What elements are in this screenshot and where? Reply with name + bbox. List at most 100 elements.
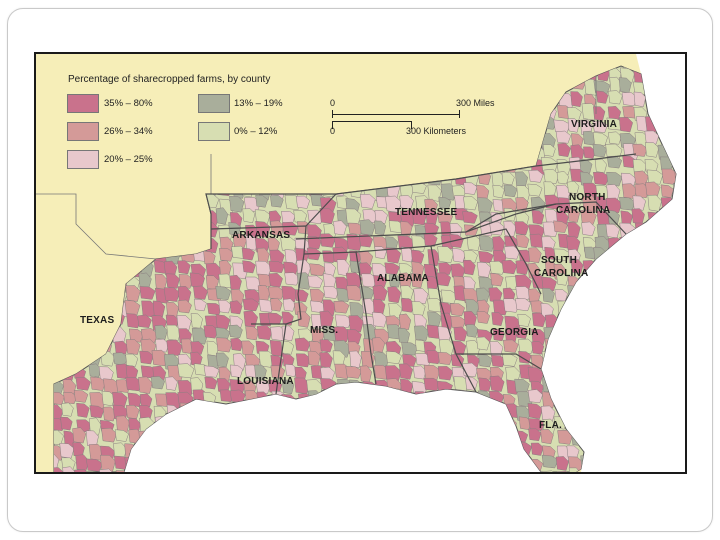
county-cell	[581, 221, 596, 236]
county-cell	[309, 288, 325, 304]
label-texas: TEXAS	[80, 315, 115, 326]
county-cell	[423, 364, 441, 381]
county-cell	[124, 300, 141, 316]
county-cell	[255, 195, 268, 208]
county-cell	[438, 338, 455, 356]
county-cell	[218, 300, 232, 314]
county-cell	[229, 364, 243, 378]
county-cell	[427, 311, 442, 327]
legend-title: Percentage of sharecropped farms, by cou…	[68, 74, 271, 85]
county-cell	[451, 185, 467, 199]
county-cell	[528, 418, 546, 431]
county-cell	[400, 221, 413, 237]
county-cell	[241, 247, 255, 261]
county-cell	[307, 236, 322, 250]
county-cell	[463, 259, 476, 276]
county-cell	[515, 171, 528, 188]
county-cell	[241, 340, 255, 356]
county-cell	[633, 170, 649, 186]
county-cell	[281, 379, 295, 395]
county-cell	[245, 325, 260, 341]
county-cell	[478, 354, 493, 368]
county-cell	[215, 286, 232, 301]
county-cell	[453, 326, 468, 342]
county-cell	[516, 234, 530, 249]
county-cell	[281, 210, 296, 224]
legend-label-35-80: 35% – 80%	[104, 98, 153, 109]
county-cell	[374, 210, 388, 224]
county-cell	[605, 223, 620, 239]
county-cell	[270, 365, 286, 379]
county-cell	[567, 207, 580, 223]
county-cell	[579, 171, 594, 187]
county-cell	[73, 390, 89, 403]
county-cell	[411, 301, 426, 317]
county-cell	[397, 328, 410, 344]
county-cell	[372, 285, 388, 301]
county-cell	[528, 247, 542, 264]
county-cell	[319, 351, 333, 369]
county-cell	[618, 77, 632, 94]
county-cell	[139, 393, 153, 408]
county-cell	[466, 340, 481, 358]
county-cell	[566, 235, 581, 252]
county-cell	[255, 220, 271, 238]
county-cell	[556, 171, 570, 185]
county-cell	[218, 248, 234, 262]
county-cell	[190, 313, 203, 329]
county-cell	[101, 427, 117, 443]
label-south-carolina-2: CAROLINA	[534, 268, 589, 279]
label-louisiana: LOUISIANA	[237, 376, 294, 387]
county-cell	[437, 351, 453, 365]
county-cell	[268, 379, 283, 394]
label-north-carolina-1: NORTH	[569, 192, 606, 203]
county-cell	[541, 276, 557, 292]
county-cell	[477, 197, 493, 214]
county-cell	[177, 363, 195, 379]
county-cell	[554, 289, 568, 302]
scale-miles-start: 0	[330, 98, 336, 108]
county-cell	[462, 211, 478, 224]
county-cell	[414, 325, 430, 341]
county-cell	[89, 405, 105, 419]
county-cell	[387, 286, 402, 304]
county-cell	[632, 143, 648, 157]
county-cell	[400, 285, 414, 300]
county-cell	[518, 351, 532, 364]
county-cell	[333, 300, 350, 314]
legend-swatch-35-80	[67, 94, 99, 113]
county-cell	[492, 328, 505, 342]
county-cell	[527, 389, 543, 404]
county-cell	[311, 328, 325, 343]
county-cell	[54, 404, 64, 422]
county-cell	[282, 298, 296, 312]
county-cell	[437, 211, 454, 225]
county-cell	[531, 340, 545, 355]
county-cell	[177, 286, 192, 303]
county-cell	[607, 106, 622, 121]
county-cell	[336, 259, 350, 277]
county-cell	[527, 403, 543, 419]
county-cell	[280, 237, 298, 252]
county-cell	[74, 468, 91, 472]
county-cell	[607, 209, 620, 225]
county-cell	[54, 429, 64, 446]
county-cell	[215, 352, 229, 368]
county-cell	[154, 273, 168, 290]
county-cell	[503, 184, 518, 198]
county-cell	[243, 310, 258, 328]
county-cell	[580, 209, 597, 225]
county-cell	[206, 340, 219, 357]
county-cell	[165, 376, 178, 391]
county-cell	[270, 297, 283, 312]
county-cell	[76, 402, 90, 418]
county-cell	[54, 454, 60, 469]
legend-swatch-20-25	[67, 150, 99, 169]
county-cell	[646, 169, 664, 185]
county-cell	[532, 312, 546, 328]
county-cell	[216, 378, 231, 394]
county-cell	[372, 298, 386, 316]
county-cell	[165, 273, 180, 289]
scale-km-end: 300 Kilometers	[406, 126, 467, 136]
county-cell	[166, 339, 183, 357]
